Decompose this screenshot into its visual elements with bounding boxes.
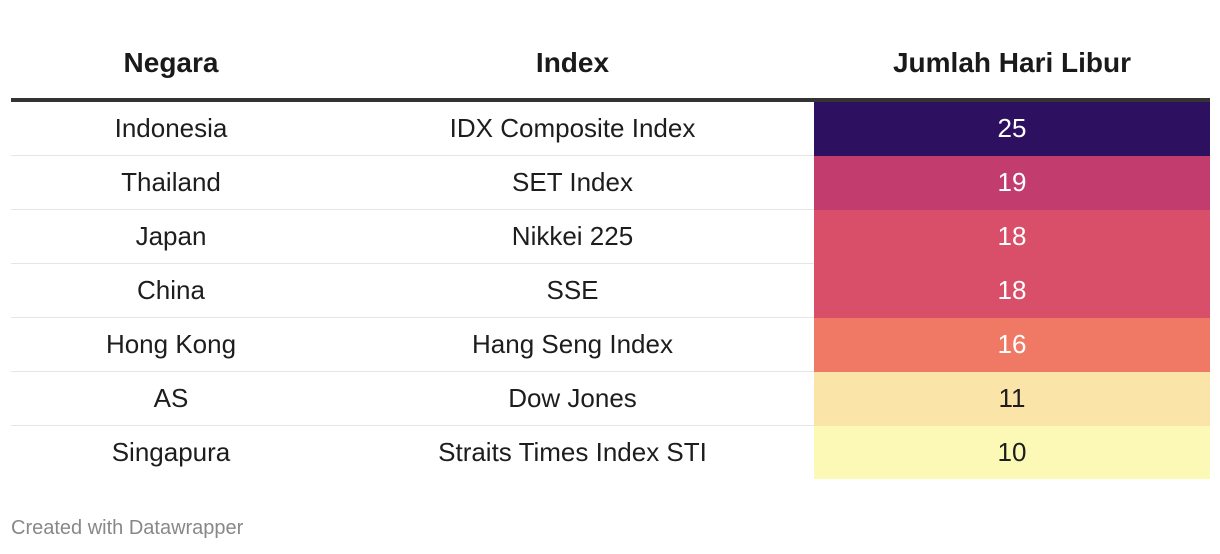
country-cell: Japan <box>11 209 331 264</box>
holiday-table: Negara Index Jumlah Hari Libur Indonesia… <box>11 28 1210 479</box>
holidays-cell: 18 <box>814 263 1210 318</box>
index-cell: Straits Times Index STI <box>438 437 707 467</box>
header-holidays[interactable]: Jumlah Hari Libur <box>814 28 1210 102</box>
index-cell: SET Index <box>331 155 814 210</box>
holiday-table-container: Negara Index Jumlah Hari Libur Indonesia… <box>11 28 1210 479</box>
index-cell: Nikkei 225 <box>331 209 814 264</box>
country-cell: Indonesia <box>11 100 331 156</box>
table-row: AS Dow Jones 11 <box>11 371 1210 426</box>
header-index[interactable]: Index <box>331 28 814 102</box>
holidays-cell: 25 <box>814 100 1210 156</box>
header-country[interactable]: Negara <box>11 28 331 102</box>
country-cell: Hong Kong <box>11 317 331 372</box>
table-body: Indonesia IDX Composite Index 25 Thailan… <box>11 100 1210 479</box>
index-cell: Hang Seng Index <box>331 317 814 372</box>
index-cell: SSE <box>331 263 814 318</box>
datawrapper-credit[interactable]: Created with Datawrapper <box>11 517 244 539</box>
table-row: China SSE 18 <box>11 263 1210 318</box>
index-cell: IDX Composite Index <box>331 100 814 156</box>
country-cell: AS <box>11 371 331 426</box>
holidays-cell: 19 <box>814 155 1210 210</box>
holidays-cell: 10 <box>814 425 1210 479</box>
table-row: Singapura Straits Times Index STI 10 <box>11 425 1210 479</box>
holidays-cell: 18 <box>814 209 1210 264</box>
table-row: Thailand SET Index 19 <box>11 155 1210 210</box>
table-row: Japan Nikkei 225 18 <box>11 209 1210 264</box>
holidays-cell: 16 <box>814 317 1210 372</box>
country-cell: China <box>11 263 331 318</box>
holidays-cell: 11 <box>814 371 1210 426</box>
table-row: Hong Kong Hang Seng Index 16 <box>11 317 1210 372</box>
country-cell: Singapura <box>111 437 231 467</box>
header-row: Negara Index Jumlah Hari Libur <box>11 28 1210 102</box>
index-cell: Dow Jones <box>331 371 814 426</box>
table-row: Indonesia IDX Composite Index 25 <box>11 100 1210 156</box>
country-cell: Thailand <box>11 155 331 210</box>
